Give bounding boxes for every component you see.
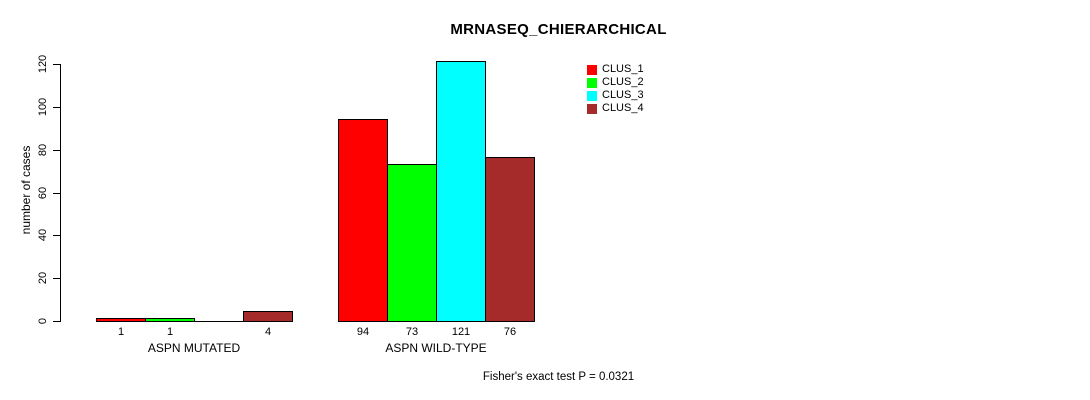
legend-label: CLUS_3	[602, 89, 644, 101]
y-tick	[53, 150, 61, 151]
y-tick-label: 0	[37, 317, 49, 325]
y-tick-label: 40	[37, 228, 49, 242]
y-tick-label: 100	[37, 97, 49, 117]
bar-value-label: 1	[117, 326, 125, 338]
legend-swatch	[587, 77, 597, 88]
y-tick-label: 120	[37, 54, 49, 74]
legend: CLUS_1 CLUS_2 CLUS_3 CLUS_4	[587, 63, 644, 115]
legend-item-clus_3: CLUS_3	[587, 89, 644, 102]
y-tick-label: 20	[37, 271, 49, 285]
chart-title: MRNASEQ_CHIERARCHICAL	[450, 21, 667, 38]
legend-item-clus_1: CLUS_1	[587, 63, 644, 76]
y-tick	[53, 107, 61, 108]
legend-label: CLUS_1	[602, 63, 644, 75]
bar-clus_1	[338, 119, 388, 322]
fisher-test-annotation: Fisher's exact test P = 0.0321	[482, 371, 635, 383]
category-label: ASPN MUTATED	[147, 341, 241, 355]
bar-clus_2	[145, 318, 195, 322]
y-tick	[53, 235, 61, 236]
y-tick	[53, 278, 61, 279]
bar-value-label: 76	[503, 326, 517, 338]
y-tick	[53, 64, 61, 65]
legend-item-clus_2: CLUS_2	[587, 76, 644, 89]
y-axis-title: number of cases	[19, 145, 33, 235]
legend-swatch	[587, 103, 597, 114]
bar-value-label: 4	[264, 326, 272, 338]
y-tick-label: 80	[37, 143, 49, 157]
bar-value-label: 73	[405, 326, 419, 338]
bar-clus_2	[387, 164, 437, 322]
legend-item-clus_4: CLUS_4	[587, 102, 644, 115]
bar-clus_3	[436, 61, 486, 322]
bar-value-label: 121	[451, 326, 471, 338]
bar-clus_4	[485, 157, 535, 322]
bar-value-label: 1	[166, 326, 174, 338]
y-tick-label: 60	[37, 186, 49, 200]
legend-label: CLUS_2	[602, 76, 644, 88]
category-label: ASPN WILD-TYPE	[385, 341, 487, 355]
y-tick	[53, 193, 61, 194]
bar-clus_1	[96, 318, 146, 322]
legend-swatch	[587, 90, 597, 101]
bar-clus_4	[243, 311, 293, 322]
legend-swatch	[587, 64, 597, 75]
legend-label: CLUS_4	[602, 102, 644, 114]
y-tick	[53, 321, 61, 322]
bar-value-label: 94	[356, 326, 370, 338]
